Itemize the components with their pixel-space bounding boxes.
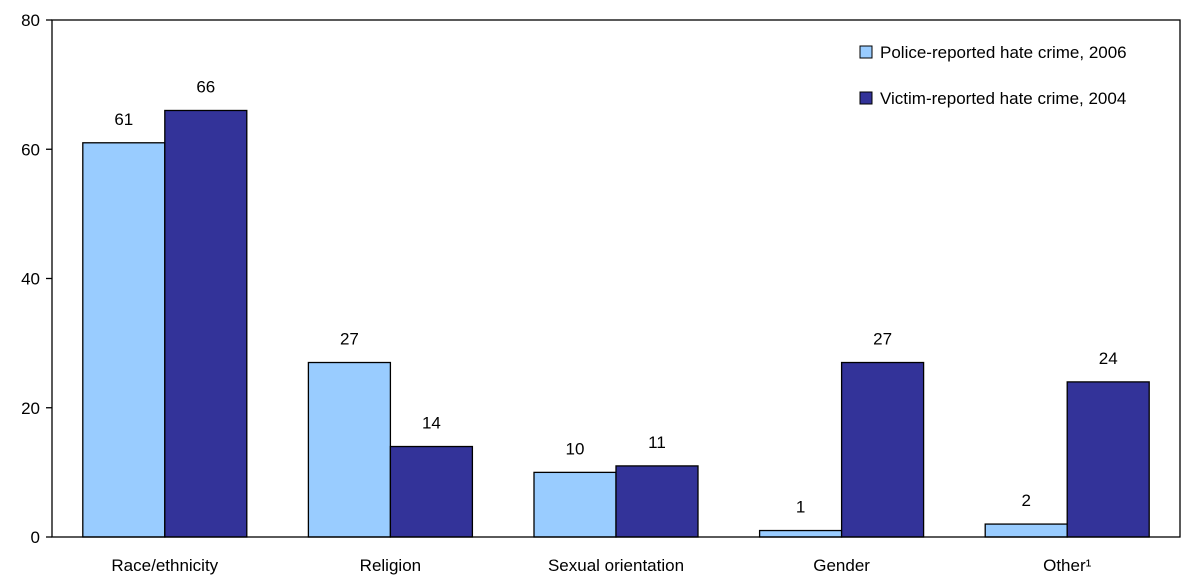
y-tick-label: 40 [21, 270, 40, 289]
data-label: 66 [196, 77, 215, 96]
data-label: 24 [1099, 349, 1118, 368]
x-axis-labels: Race/ethnicity Religion Sexual orientation… [111, 556, 1091, 575]
data-label: 27 [340, 330, 359, 349]
data-label: 10 [566, 439, 585, 458]
y-tick-label: 60 [21, 140, 40, 159]
category-label: Sexual orientation [548, 556, 684, 575]
legend: Police-reported hate crime, 2006 Victim-r… [859, 43, 1127, 108]
y-axis: 0 20 40 60 80 [21, 11, 52, 547]
bar-police-2006 [984, 523, 1068, 538]
category-label: Other¹ [1043, 556, 1092, 575]
bar-police-2006 [533, 471, 617, 538]
category-label: Religion [360, 556, 421, 575]
bar-police-2006 [758, 529, 843, 538]
data-label: 1 [796, 498, 805, 517]
data-label: 61 [114, 110, 133, 129]
data-label: 11 [648, 433, 666, 452]
bar-victim-2004 [615, 465, 699, 538]
legend-label: Police-reported hate crime, 2006 [880, 43, 1127, 62]
y-tick-label: 20 [21, 399, 40, 418]
bars [82, 109, 1150, 538]
bar-victim-2004 [164, 109, 248, 538]
bar-victim-2004 [1066, 381, 1150, 538]
legend-swatch [859, 45, 873, 59]
data-label: 27 [873, 330, 892, 349]
plot-frame [51, 19, 1181, 538]
category-label: Gender [813, 556, 870, 575]
bar-victim-2004 [840, 361, 925, 538]
bar-police-2006 [82, 142, 166, 538]
bar-police-2006 [307, 361, 392, 538]
y-tick-label: 0 [31, 528, 40, 547]
legend-swatch [859, 91, 873, 105]
category-label: Race/ethnicity [111, 556, 218, 575]
y-tick-label: 80 [21, 11, 40, 30]
data-label: 14 [422, 414, 441, 433]
legend-label: Victim-reported hate crime, 2004 [880, 89, 1126, 108]
data-label: 2 [1021, 491, 1030, 510]
bar-victim-2004 [389, 445, 474, 538]
